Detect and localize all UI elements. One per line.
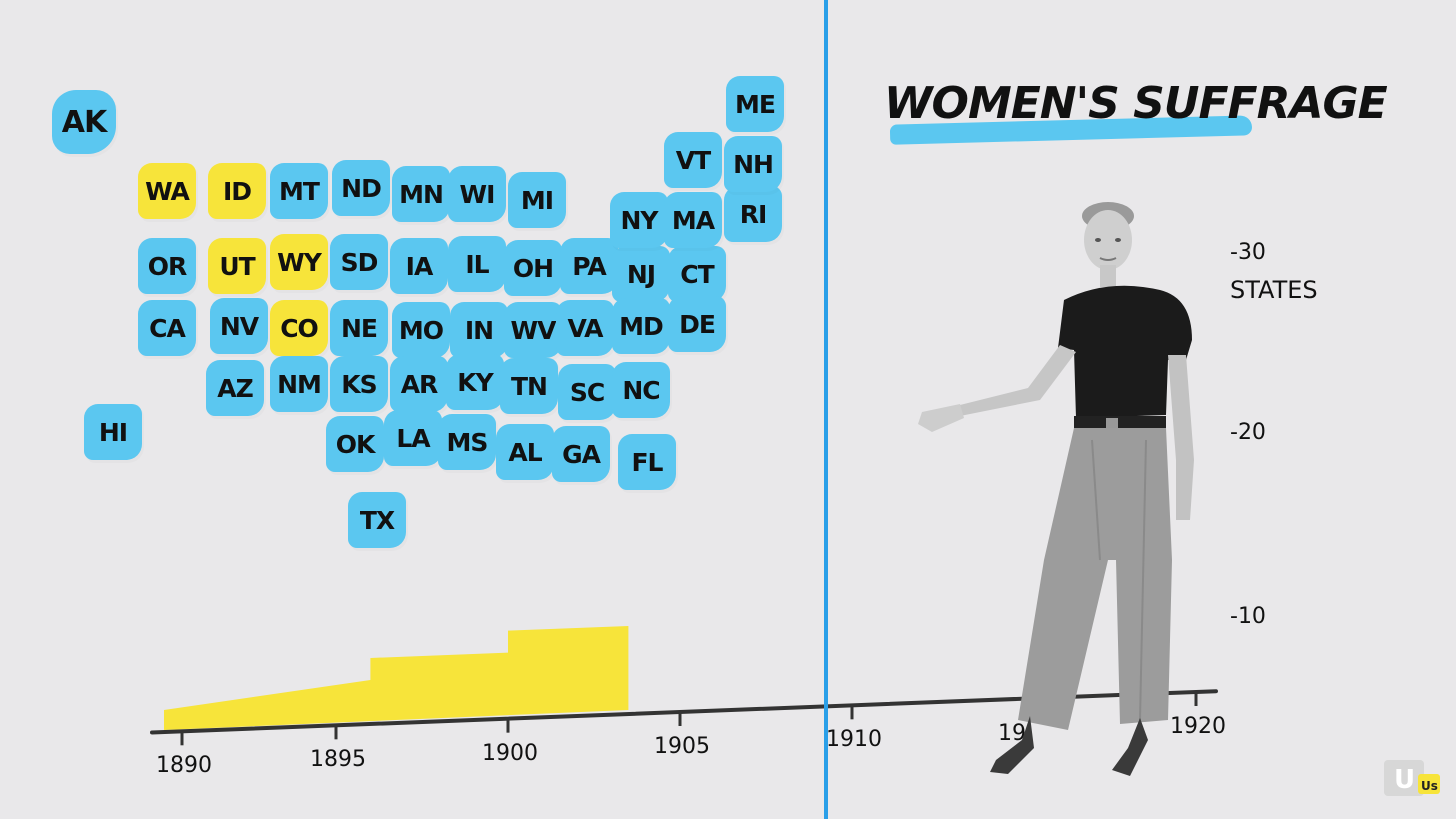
state-ia: IA bbox=[390, 238, 448, 294]
state-tn: TN bbox=[500, 358, 558, 414]
x-tick-label-2: 1900 bbox=[482, 740, 538, 766]
y-tick-label-0: -10 bbox=[1230, 604, 1266, 629]
state-ri: RI bbox=[724, 186, 782, 242]
state-de: DE bbox=[668, 296, 726, 352]
title-block: WOMEN'S SUFFRAGE bbox=[884, 78, 1388, 145]
state-mi: MI bbox=[508, 172, 566, 228]
state-hi: HI bbox=[84, 404, 142, 460]
state-nm: NM bbox=[270, 356, 328, 412]
state-ne: NE bbox=[330, 300, 388, 356]
logo-icon: U Us bbox=[1384, 760, 1440, 796]
state-ky: KY bbox=[446, 354, 504, 410]
state-oh: OH bbox=[504, 240, 562, 296]
state-ak: AK bbox=[52, 90, 116, 154]
state-mo: MO bbox=[392, 302, 450, 358]
state-ar: AR bbox=[390, 356, 448, 412]
state-nc: NC bbox=[612, 362, 670, 418]
state-la: LA bbox=[384, 410, 442, 466]
year-indicator-line bbox=[824, 0, 828, 819]
state-sd: SD bbox=[330, 234, 388, 290]
state-tx: TX bbox=[348, 492, 406, 548]
state-ut: UT bbox=[208, 238, 266, 294]
state-ms: MS bbox=[438, 414, 496, 470]
logo-text: Us bbox=[1421, 779, 1438, 793]
state-id: ID bbox=[208, 163, 266, 219]
state-me: ME bbox=[726, 76, 784, 132]
state-al: AL bbox=[496, 424, 554, 480]
state-ga: GA bbox=[552, 426, 610, 482]
state-az: AZ bbox=[206, 360, 264, 416]
x-tick-label-6: 1920 bbox=[1170, 714, 1226, 739]
x-tick-label-4: 1910 bbox=[826, 727, 882, 753]
x-tick-label-3: 1905 bbox=[654, 734, 710, 759]
state-ma: MA bbox=[664, 192, 722, 248]
state-mn: MN bbox=[392, 166, 450, 222]
state-nj: NJ bbox=[612, 246, 670, 302]
state-wv: WV bbox=[504, 302, 562, 358]
state-sc: SC bbox=[558, 364, 616, 420]
states-granted-area bbox=[164, 626, 629, 730]
state-ks: KS bbox=[330, 356, 388, 412]
page-title: WOMEN'S SUFFRAGE bbox=[884, 78, 1388, 129]
state-or: OR bbox=[138, 238, 196, 294]
state-co: CO bbox=[270, 300, 328, 356]
state-ok: OK bbox=[326, 416, 384, 472]
state-ny: NY bbox=[610, 192, 668, 248]
state-wi: WI bbox=[448, 166, 506, 222]
state-mt: MT bbox=[270, 163, 328, 219]
state-vt: VT bbox=[664, 132, 722, 188]
state-ca: CA bbox=[138, 300, 196, 356]
x-tick-label-0: 1890 bbox=[156, 753, 212, 779]
logo-mark: U bbox=[1394, 765, 1415, 795]
channel-logo: U Us bbox=[1384, 758, 1440, 806]
y-axis-label: STATES bbox=[1230, 276, 1318, 304]
x-tick-label-1: 1895 bbox=[310, 747, 366, 773]
state-nd: ND bbox=[332, 160, 390, 216]
state-nv: NV bbox=[210, 298, 268, 354]
state-nh: NH bbox=[724, 136, 782, 192]
state-fl: FL bbox=[618, 434, 676, 490]
y-tick-label-2: -30 bbox=[1230, 240, 1266, 265]
state-in: IN bbox=[450, 302, 508, 358]
y-tick-label-1: -20 bbox=[1230, 420, 1266, 445]
state-md: MD bbox=[612, 298, 670, 354]
state-il: IL bbox=[448, 236, 506, 292]
state-va: VA bbox=[556, 300, 614, 356]
state-ct: CT bbox=[668, 246, 726, 302]
state-pa: PA bbox=[560, 238, 618, 294]
state-wa: WA bbox=[138, 163, 196, 219]
x-tick-label-5: 19 bbox=[998, 720, 1026, 746]
state-wy: WY bbox=[270, 234, 328, 290]
